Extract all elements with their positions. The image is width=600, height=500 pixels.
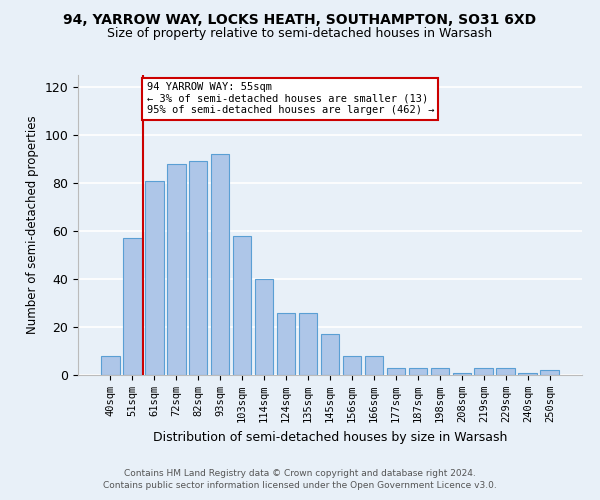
Bar [365,356,383,375]
Bar [167,164,185,375]
Bar [299,312,317,375]
Bar [233,236,251,375]
Text: 94, YARROW WAY, LOCKS HEATH, SOUTHAMPTON, SO31 6XD: 94, YARROW WAY, LOCKS HEATH, SOUTHAMPTON… [64,12,536,26]
Bar [145,180,164,375]
Bar [452,372,471,375]
Bar [475,368,493,375]
Bar [409,368,427,375]
Text: Contains HM Land Registry data © Crown copyright and database right 2024.: Contains HM Land Registry data © Crown c… [124,468,476,477]
Bar [343,356,361,375]
Bar [518,372,537,375]
Bar [320,334,340,375]
Text: Size of property relative to semi-detached houses in Warsash: Size of property relative to semi-detach… [107,28,493,40]
Y-axis label: Number of semi-detached properties: Number of semi-detached properties [26,116,39,334]
Bar [431,368,449,375]
Bar [277,312,295,375]
Bar [123,238,142,375]
Bar [101,356,119,375]
Bar [255,279,274,375]
Bar [496,368,515,375]
Text: 94 YARROW WAY: 55sqm
← 3% of semi-detached houses are smaller (13)
95% of semi-d: 94 YARROW WAY: 55sqm ← 3% of semi-detach… [146,82,434,116]
Bar [211,154,229,375]
Bar [189,162,208,375]
Text: Contains public sector information licensed under the Open Government Licence v3: Contains public sector information licen… [103,481,497,490]
Bar [386,368,405,375]
Bar [541,370,559,375]
X-axis label: Distribution of semi-detached houses by size in Warsash: Distribution of semi-detached houses by … [153,430,507,444]
